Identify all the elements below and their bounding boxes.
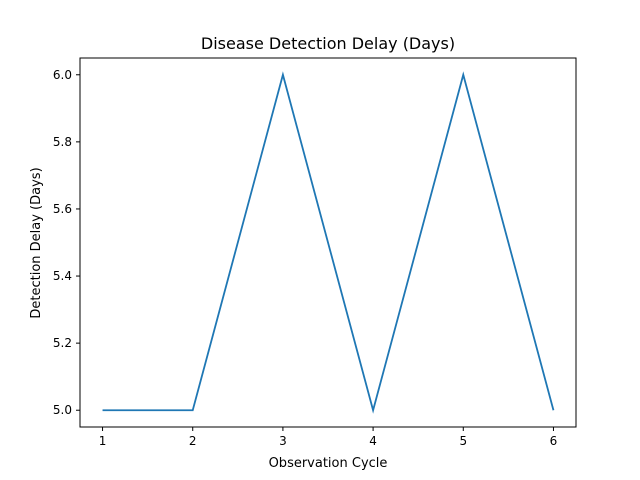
y-axis-label: Detection Delay (Days) — [29, 167, 44, 318]
y-tick-label: 5.2 — [53, 336, 72, 350]
x-tick-label: 6 — [550, 434, 558, 448]
y-tick-label: 5.0 — [53, 403, 72, 417]
x-tick-label: 2 — [189, 434, 197, 448]
y-tick-label: 5.4 — [53, 269, 72, 283]
plot-frame — [79, 57, 577, 428]
series-line — [102, 71, 555, 414]
x-tick-label: 4 — [369, 434, 377, 448]
y-tick-label: 5.6 — [53, 202, 72, 216]
chart-title: Disease Detection Delay (Days) — [201, 34, 455, 53]
y-tick-label: 5.8 — [53, 135, 72, 149]
x-axis-label: Observation Cycle — [269, 456, 388, 471]
x-tick-label: 3 — [279, 434, 287, 448]
x-tick-label: 1 — [99, 434, 107, 448]
x-tick-label: 5 — [459, 434, 467, 448]
y-tick-label: 6.0 — [53, 68, 72, 82]
